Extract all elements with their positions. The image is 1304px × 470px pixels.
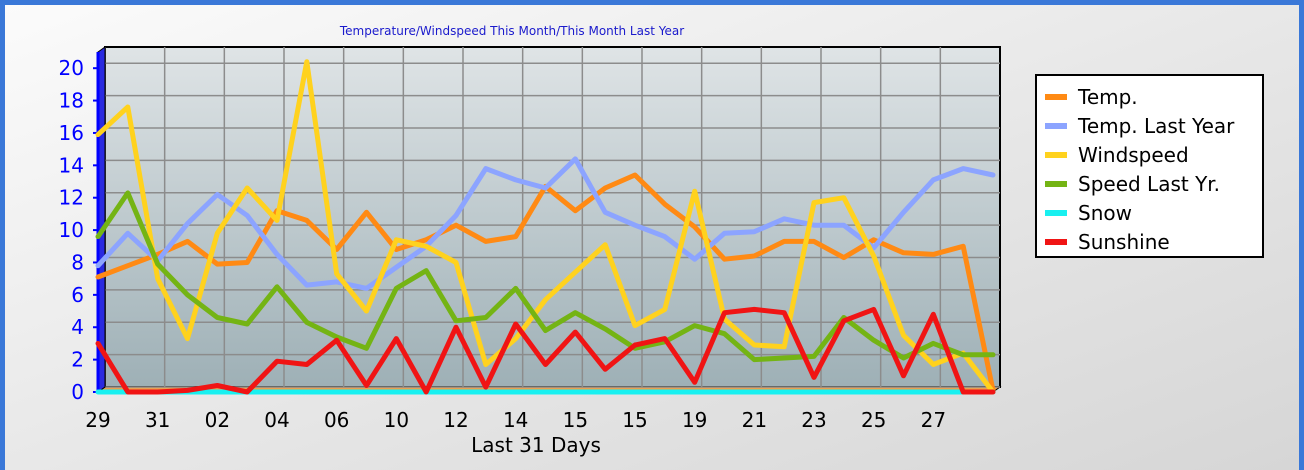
series-lines — [95, 59, 996, 395]
series-line-temp-last-year — [95, 156, 996, 291]
chart-title: Temperature/Windspeed This Month/This Mo… — [339, 24, 684, 38]
legend-swatch — [1045, 122, 1067, 129]
series-line-windspeed — [95, 59, 996, 395]
y-tick-label: 20 — [59, 56, 84, 80]
legend-swatch — [1045, 238, 1067, 245]
y-tick-label: 16 — [59, 121, 84, 145]
y-tick-label: 14 — [59, 153, 84, 177]
x-tick-label: 15 — [622, 408, 647, 432]
x-tick-label: 31 — [145, 408, 170, 432]
series-line-speed-last-yr — [95, 190, 996, 363]
x-tick-label: 27 — [921, 408, 946, 432]
grid — [96, 46, 1002, 393]
legend-item: Snow — [1045, 198, 1262, 227]
y-tick-label: 12 — [59, 186, 84, 210]
legend-label: Snow — [1078, 200, 1132, 225]
x-tick-label: 10 — [384, 408, 409, 432]
legend-swatch — [1045, 151, 1067, 158]
y-tick-labels: 0 2 4 6 8 10 12 14 16 18 20 — [59, 56, 84, 404]
x-tick-label: 06 — [324, 408, 349, 432]
legend-swatch — [1045, 209, 1067, 216]
legend-item: Windspeed — [1045, 140, 1262, 169]
legend-swatch — [1045, 180, 1067, 187]
legend-label: Temp. Last Year — [1078, 113, 1235, 138]
x-tick-label: 12 — [443, 408, 468, 432]
y-tick-label: 10 — [59, 218, 84, 242]
y-tick-label: 2 — [71, 348, 84, 372]
legend-item: Temp. — [1045, 82, 1262, 111]
x-tick-label: 15 — [563, 408, 588, 432]
legend-label: Windspeed — [1078, 142, 1189, 167]
x-tick-label: 19 — [682, 408, 707, 432]
legend-item: Sunshine — [1045, 227, 1262, 256]
x-tick-label: 02 — [205, 408, 230, 432]
legend: Temp. Temp. Last Year Windspeed Speed Last … — [1035, 74, 1264, 258]
x-tick-label: 25 — [861, 408, 886, 432]
x-tick-label: 23 — [801, 408, 826, 432]
x-tick-label: 21 — [742, 408, 767, 432]
legend-item: Speed Last Yr. — [1045, 169, 1262, 198]
y-tick-label: 6 — [71, 283, 84, 307]
legend-swatch — [1045, 93, 1067, 100]
x-tick-labels: 29 31 02 04 06 10 12 14 15 15 19 21 23 25 27 — [85, 408, 946, 432]
series-line-sunshine — [95, 306, 996, 395]
x-tick-label: 29 — [85, 408, 110, 432]
y-tick-label: 8 — [71, 250, 84, 274]
line-chart: Temperature/Windspeed This Month/This Mo… — [59, 24, 1002, 457]
legend-label: Speed Last Yr. — [1078, 171, 1221, 196]
x-tick-label: 04 — [264, 408, 289, 432]
y-tick-label: 0 — [71, 380, 84, 404]
legend-item: Temp. Last Year — [1045, 111, 1262, 140]
x-tick-label: 14 — [503, 408, 528, 432]
x-axis-label: Last 31 Days — [471, 433, 601, 457]
y-tick-label: 4 — [71, 315, 84, 339]
legend-label: Sunshine — [1078, 229, 1170, 254]
legend-label: Temp. — [1078, 84, 1138, 109]
y-tick-label: 18 — [59, 89, 84, 113]
